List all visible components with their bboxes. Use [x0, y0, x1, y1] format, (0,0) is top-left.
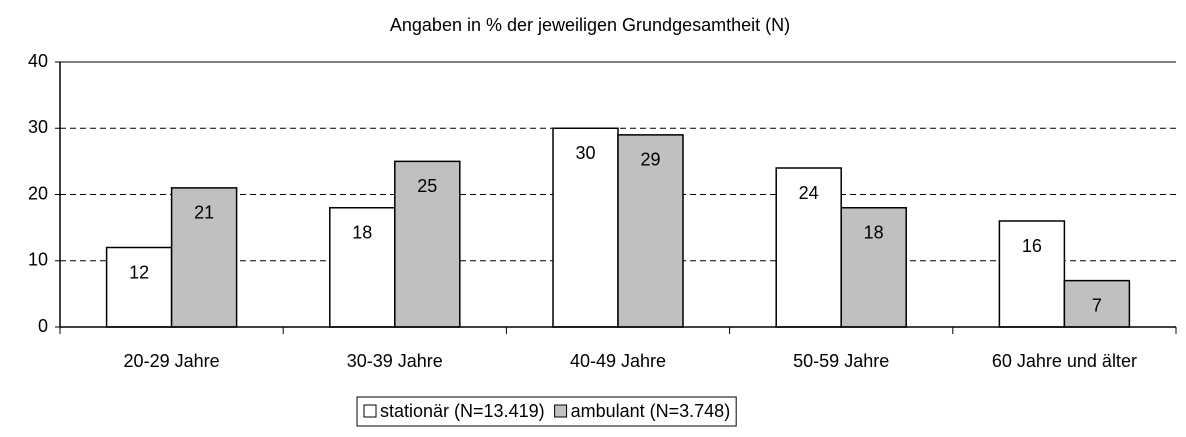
data-label: 24	[799, 183, 819, 203]
x-tick-label: 60 Jahre und älter	[992, 351, 1137, 371]
legend-label: ambulant (N=3.748)	[571, 401, 731, 421]
bar	[394, 160, 461, 328]
y-tick-label: 20	[28, 183, 48, 203]
x-tick-label: 30-39 Jahre	[347, 351, 443, 371]
data-label: 25	[417, 176, 437, 196]
data-label: 29	[640, 150, 660, 170]
bar	[840, 207, 907, 328]
chart-title: Angaben in % der jeweiligen Grundgesamth…	[390, 15, 790, 35]
data-label: 21	[194, 203, 214, 223]
y-tick-label: 0	[38, 316, 48, 336]
data-label: 18	[864, 223, 884, 243]
data-label: 16	[1022, 236, 1042, 256]
y-tick-label: 30	[28, 117, 48, 137]
bar	[998, 220, 1066, 328]
bar	[617, 134, 684, 328]
bar	[329, 207, 396, 328]
y-tick-label: 40	[28, 51, 48, 71]
legend-swatch	[363, 404, 377, 418]
y-tick-label: 10	[28, 250, 48, 270]
bar	[170, 187, 238, 328]
data-label: 30	[575, 143, 595, 163]
legend-label: stationär (N=13.419)	[380, 401, 545, 421]
x-tick-label: 20-29 Jahre	[124, 351, 220, 371]
data-label: 18	[352, 223, 372, 243]
data-label: 12	[129, 262, 149, 282]
bar	[105, 246, 173, 328]
bar	[552, 127, 619, 328]
legend-swatch	[554, 404, 568, 418]
x-tick-label: 40-49 Jahre	[570, 351, 666, 371]
legend-box	[356, 396, 737, 427]
data-label: 7	[1092, 295, 1102, 315]
x-tick-label: 50-59 Jahre	[793, 351, 889, 371]
